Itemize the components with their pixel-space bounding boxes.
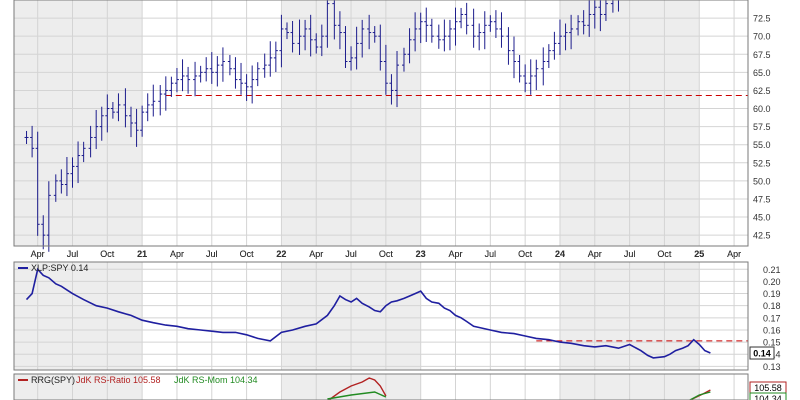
x-tick-label: Jul <box>624 249 636 259</box>
chart-backgrounds <box>14 0 748 400</box>
chart-data-marks <box>24 0 748 400</box>
rs-current-value-label: 0.14 <box>753 349 771 359</box>
x-tick-label: Jul <box>67 249 79 259</box>
x-tick-label: Oct <box>379 249 394 259</box>
rrg-momentum-line <box>327 391 387 400</box>
price-y-tick-label: 55.0 <box>753 140 771 150</box>
price-y-tick-label: 65.0 <box>753 68 771 78</box>
x-tick-label: 25 <box>694 249 704 259</box>
rrg-momentum-value-label: 104.34 <box>754 394 782 400</box>
year-shading-band <box>14 0 143 246</box>
rs-y-tick-label: 0.20 <box>763 277 781 287</box>
price-y-tick-label: 45.0 <box>753 213 771 223</box>
x-tick-label: Apr <box>309 249 323 259</box>
x-tick-label: Apr <box>170 249 184 259</box>
rs-line <box>25 267 711 359</box>
x-tick-label: 22 <box>276 249 286 259</box>
x-tick-label: Jul <box>485 249 497 259</box>
rs-y-tick-label: 0.17 <box>763 313 781 323</box>
rs-current-value-box <box>749 346 775 360</box>
rs-y-tick-label: 0.18 <box>763 301 781 311</box>
rs-y-tick-label: 0.15 <box>763 338 781 348</box>
x-tick-label: Oct <box>518 249 533 259</box>
price-y-tick-label: 62.5 <box>753 86 771 96</box>
price-y-tick-label: 47.5 <box>753 194 771 204</box>
x-tick-label: Apr <box>309 249 323 259</box>
chart-frames <box>13 0 749 400</box>
x-tick-label: 21 <box>137 249 147 259</box>
x-tick-label: 24 <box>555 249 565 259</box>
price-y-tick-label: 60.0 <box>753 104 771 114</box>
x-tick-label: 24 <box>555 249 565 259</box>
price-y-tick-label: 67.5 <box>753 50 771 60</box>
x-tick-label: Jul <box>624 249 636 259</box>
rs-y-tick-label: 0.21 <box>763 265 781 275</box>
rs-y-tick-label: 0.19 <box>763 289 781 299</box>
x-tick-label: Oct <box>657 249 672 259</box>
x-tick-label: Apr <box>31 249 45 259</box>
rrg-ratio-line <box>327 377 387 400</box>
panel-frame <box>13 0 749 247</box>
x-tick-label: Jul <box>345 249 357 259</box>
x-tick-label: Apr <box>727 249 741 259</box>
rs-legend-label: XLP:SPY 0.14 <box>31 263 88 273</box>
x-tick-label: Oct <box>100 249 115 259</box>
x-tick-label: Jul <box>206 249 218 259</box>
x-tick-label: Apr <box>449 249 463 259</box>
rrg-legend-momentum: JdK RS-Mom 104.34 <box>174 375 258 385</box>
rrg-legend-ratio: JdK RS-Ratio 105.58 <box>76 375 161 385</box>
price-y-tick-label: 57.5 <box>753 122 771 132</box>
x-tick-label: Oct <box>240 249 255 259</box>
year-shading-band <box>14 374 143 400</box>
rrg-ratio-value-label: 105.58 <box>754 383 782 393</box>
price-y-tick-label: 50.0 <box>753 176 771 186</box>
x-tick-label: Oct <box>100 249 115 259</box>
x-tick-label: Oct <box>379 249 394 259</box>
rrg-momentum-line-recent <box>688 391 711 400</box>
x-tick-label: 25 <box>694 249 704 259</box>
x-tick-label: Apr <box>449 249 463 259</box>
x-tick-label: Jul <box>206 249 218 259</box>
panel-frame <box>13 261 749 371</box>
x-tick-label: Apr <box>31 249 45 259</box>
chart-labels: 42.5 45.0 47.5 50.0 52.5 55.0 57.5 60.0 62.5 65.0… <box>18 14 787 400</box>
rrg-legend-prefix: RRG(SPY) <box>31 375 75 385</box>
x-tick-label: Jul <box>67 249 79 259</box>
rs-y-tick-label: 0.13 <box>763 362 781 372</box>
x-tick-label: Oct <box>657 249 672 259</box>
x-tick-label: Apr <box>170 249 184 259</box>
x-tick-label: Jul <box>345 249 357 259</box>
price-y-tick-label: 70.0 <box>753 32 771 42</box>
rrg-momentum-value-box <box>749 392 787 400</box>
x-tick-label: 21 <box>137 249 147 259</box>
x-tick-label: Jul <box>485 249 497 259</box>
x-tick-label: Oct <box>240 249 255 259</box>
price-y-tick-label: 72.5 <box>753 14 771 24</box>
x-tick-label: 23 <box>416 249 426 259</box>
x-tick-label: Apr <box>727 249 741 259</box>
x-tick-label: Oct <box>518 249 533 259</box>
x-tick-label: Apr <box>588 249 602 259</box>
rs-y-tick-label: 0.16 <box>763 325 781 335</box>
x-tick-label: 23 <box>416 249 426 259</box>
x-tick-label: Apr <box>588 249 602 259</box>
price-y-tick-label: 42.5 <box>753 231 771 241</box>
x-tick-label: 22 <box>276 249 286 259</box>
price-y-tick-label: 52.5 <box>753 158 771 168</box>
panel-frame <box>13 373 749 400</box>
